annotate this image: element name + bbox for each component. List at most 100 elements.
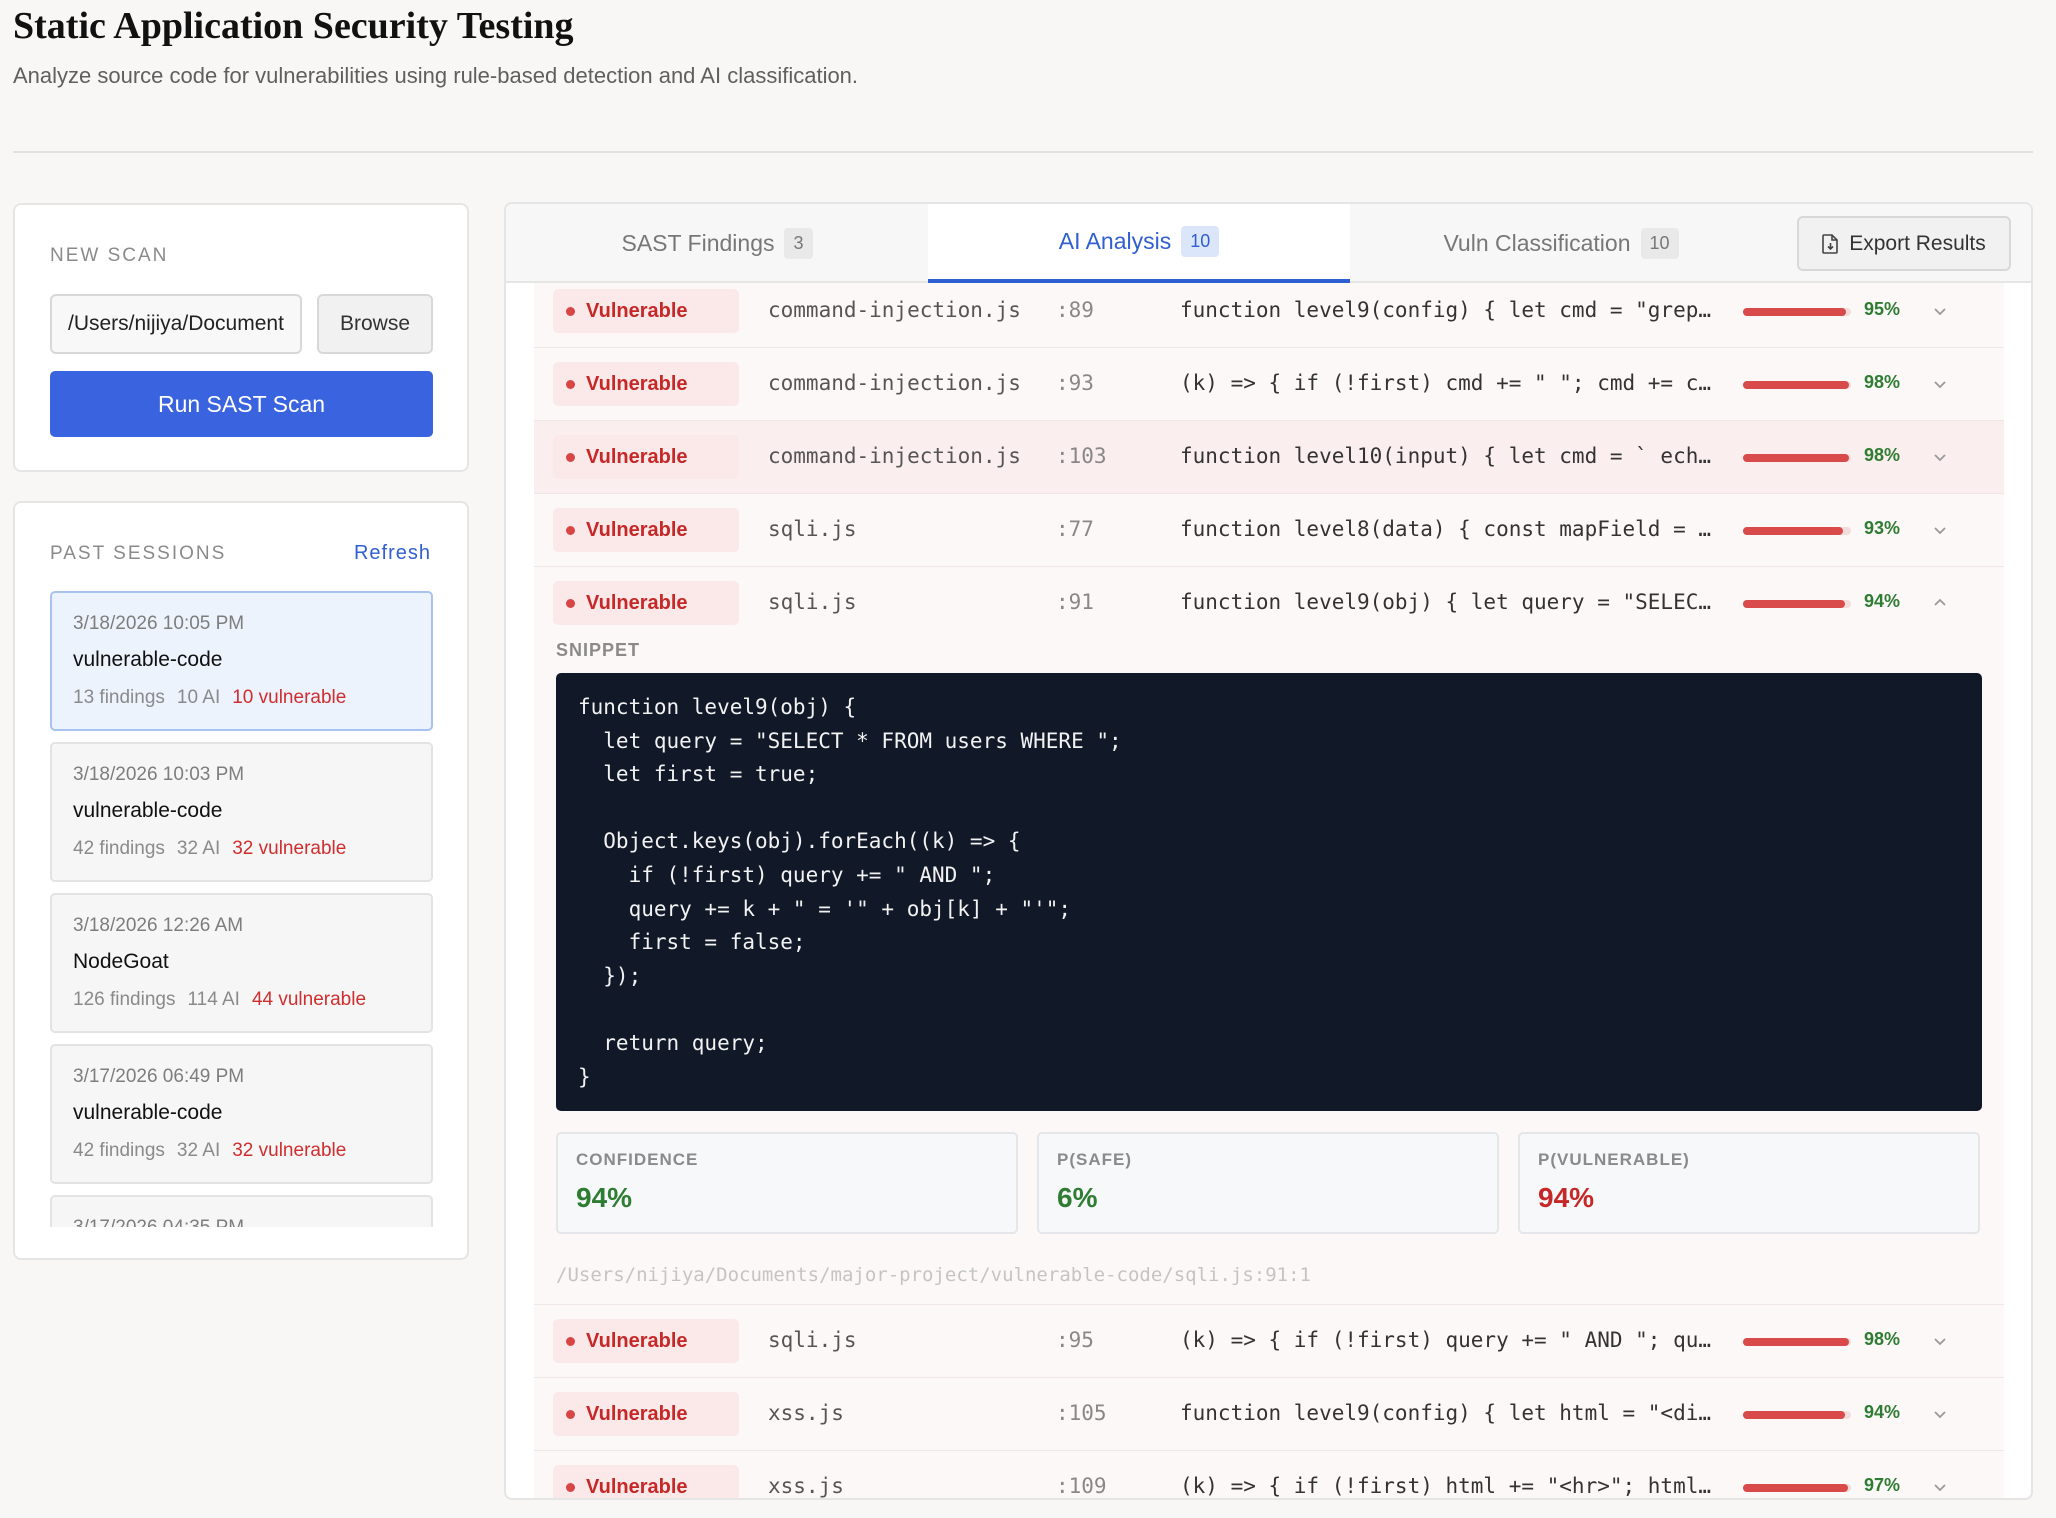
tab-bar: SAST Findings 3 AI Analysis 10 Vuln Clas…	[506, 204, 2031, 283]
session-stats: 42 findings 32 AI 32 vulnerable	[73, 1140, 431, 1162]
status-label: Vulnerable	[586, 299, 688, 322]
tab-sast-findings[interactable]: SAST Findings 3	[506, 204, 928, 283]
confidence-percent: 97%	[1864, 1475, 1901, 1495]
confidence-bar-fill	[1743, 1338, 1849, 1346]
confidence-bar-fill	[1743, 1411, 1845, 1419]
confidence-percent: 94%	[1864, 591, 1901, 611]
confidence-bar-fill	[1743, 1484, 1848, 1492]
page-title: Static Application Security Testing	[13, 5, 574, 47]
result-file: command-injection.js	[768, 298, 1021, 322]
confidence-bar	[1743, 1411, 1851, 1419]
chevron-down-icon[interactable]	[1928, 299, 1952, 323]
result-row-expanded[interactable]: Vulnerable sqli.js :91 function level9(o…	[534, 567, 2004, 640]
status-badge: Vulnerable	[553, 508, 739, 552]
session-vulnerable-count: 32 vulnerable	[232, 1140, 347, 1161]
path-input[interactable]	[50, 294, 302, 354]
result-code-preview: function level8(data) { const mapField =…	[1180, 517, 1712, 541]
session-name: vulnerable-code	[73, 799, 223, 822]
metric-label: P(SAFE)	[1057, 1150, 1132, 1169]
tab-count-badge: 10	[1181, 226, 1220, 257]
chevron-down-icon[interactable]	[1928, 1475, 1952, 1499]
confidence-bar-fill	[1743, 308, 1846, 316]
chevron-down-icon[interactable]	[1928, 372, 1952, 396]
metric-p-vulnerable: P(VULNERABLE) 94%	[1518, 1132, 1980, 1234]
tab-count-badge: 3	[784, 228, 813, 259]
result-line: :109	[1056, 1474, 1107, 1498]
status-label: Vulnerable	[586, 1475, 688, 1498]
new-scan-label: NEW SCAN	[50, 245, 169, 266]
metric-value: 6%	[1057, 1182, 1098, 1213]
refresh-link[interactable]: Refresh	[353, 542, 431, 564]
result-code-preview: function level9(obj) { let query = "SELE…	[1180, 590, 1712, 614]
confidence-bar	[1743, 381, 1851, 389]
chevron-down-icon[interactable]	[1928, 1402, 1952, 1426]
session-findings: 126 findings	[73, 989, 176, 1010]
session-card[interactable]: 3/18/2026 10:05 PM vulnerable-code 13 fi…	[50, 591, 433, 731]
session-date: 3/18/2026 10:03 PM	[73, 764, 245, 785]
session-stats: 126 findings 114 AI 44 vulnerable	[73, 989, 431, 1011]
past-sessions-label: PAST SESSIONS	[50, 543, 227, 564]
session-card[interactable]: 3/18/2026 12:26 AM NodeGoat 126 findings…	[50, 893, 433, 1033]
metric-p-safe: P(SAFE) 6%	[1037, 1132, 1499, 1234]
result-row[interactable]: Vulnerable xss.js :109 (k) => { if (!fir…	[534, 1451, 2004, 1499]
session-name: vulnerable-code	[73, 648, 223, 671]
chevron-down-icon[interactable]	[1928, 445, 1952, 469]
result-code-preview: (k) => { if (!first) query += " AND "; q…	[1180, 1328, 1712, 1352]
run-sast-scan-button[interactable]: Run SAST Scan	[50, 371, 433, 437]
session-ai-count: 10 AI	[176, 687, 221, 708]
confidence-percent: 98%	[1864, 372, 1901, 392]
status-label: Vulnerable	[586, 372, 688, 395]
result-file: sqli.js	[768, 517, 857, 541]
confidence-bar	[1743, 1484, 1851, 1492]
past-sessions-panel: PAST SESSIONS Refresh 3/18/2026 10:05 PM…	[13, 501, 469, 1260]
snippet-label: SNIPPET	[556, 640, 641, 660]
session-card[interactable]: 3/18/2026 10:03 PM vulnerable-code 42 fi…	[50, 742, 433, 882]
session-vulnerable-count: 10 vulnerable	[232, 687, 347, 708]
file-export-icon	[1822, 233, 1839, 254]
export-results-label: Export Results	[1849, 231, 1986, 255]
chevron-down-icon[interactable]	[1928, 1329, 1952, 1353]
chevron-down-icon[interactable]	[1928, 518, 1952, 542]
result-row[interactable]: Vulnerable xss.js :105 function level9(c…	[534, 1378, 2004, 1451]
result-code-preview: function level9(config) { let cmd = "gre…	[1180, 298, 1712, 322]
tab-ai-analysis[interactable]: AI Analysis 10	[928, 204, 1350, 283]
result-file: sqli.js	[768, 1328, 857, 1352]
status-dot	[566, 379, 575, 389]
session-stats: 13 findings 10 AI 10 vulnerable	[73, 687, 431, 709]
session-findings: 42 findings	[73, 1140, 165, 1161]
result-code-preview: (k) => { if (!first) html += "<hr>"; htm…	[1180, 1474, 1712, 1498]
tab-vuln-classification[interactable]: Vuln Classification 10	[1350, 204, 1772, 283]
tab-label: AI Analysis	[1058, 228, 1172, 254]
confidence-percent: 93%	[1864, 518, 1901, 538]
confidence-bar	[1743, 454, 1851, 462]
session-name: vulnerable-code	[73, 1101, 223, 1124]
result-line: :91	[1056, 590, 1094, 614]
session-name: NodeGoat	[73, 950, 169, 973]
result-row[interactable]: Vulnerable command-injection.js :89 func…	[534, 283, 2004, 348]
status-label: Vulnerable	[586, 445, 688, 468]
result-row[interactable]: Vulnerable sqli.js :95 (k) => { if (!fir…	[534, 1305, 2004, 1378]
results-list[interactable]: Vulnerable command-injection.js :89 func…	[534, 283, 2004, 1499]
chevron-up-icon[interactable]	[1928, 591, 1952, 615]
export-results-button[interactable]: Export Results	[1797, 216, 2011, 271]
result-row[interactable]: Vulnerable sqli.js :77 function level8(d…	[534, 494, 2004, 567]
status-badge: Vulnerable	[553, 362, 739, 406]
status-dot	[566, 598, 575, 608]
session-card[interactable]: 3/17/2026 06:49 PM vulnerable-code 42 fi…	[50, 1044, 433, 1184]
status-dot	[566, 1336, 575, 1346]
code-snippet: function level9(obj) { let query = "SELE…	[556, 673, 1982, 1111]
session-date: 3/17/2026 06:49 PM	[73, 1066, 245, 1087]
file-location: /Users/nijiya/Documents/major-project/vu…	[556, 1264, 1311, 1286]
result-line: :93	[1056, 371, 1094, 395]
confidence-percent: 95%	[1864, 299, 1901, 319]
session-date: 3/18/2026 10:05 PM	[73, 613, 245, 634]
sessions-list[interactable]: 3/18/2026 10:05 PM vulnerable-code 13 fi…	[50, 591, 435, 1227]
browse-button[interactable]: Browse	[317, 294, 433, 354]
result-row[interactable]: Vulnerable command-injection.js :93 (k) …	[534, 348, 2004, 421]
result-row[interactable]: Vulnerable command-injection.js :103 fun…	[534, 421, 2004, 494]
session-date: 3/17/2026 04:35 PM	[73, 1217, 431, 1227]
status-dot	[566, 525, 575, 535]
session-card[interactable]: 3/17/2026 04:35 PM	[50, 1195, 433, 1227]
session-findings: 13 findings	[73, 687, 165, 708]
status-badge: Vulnerable	[553, 1319, 739, 1363]
